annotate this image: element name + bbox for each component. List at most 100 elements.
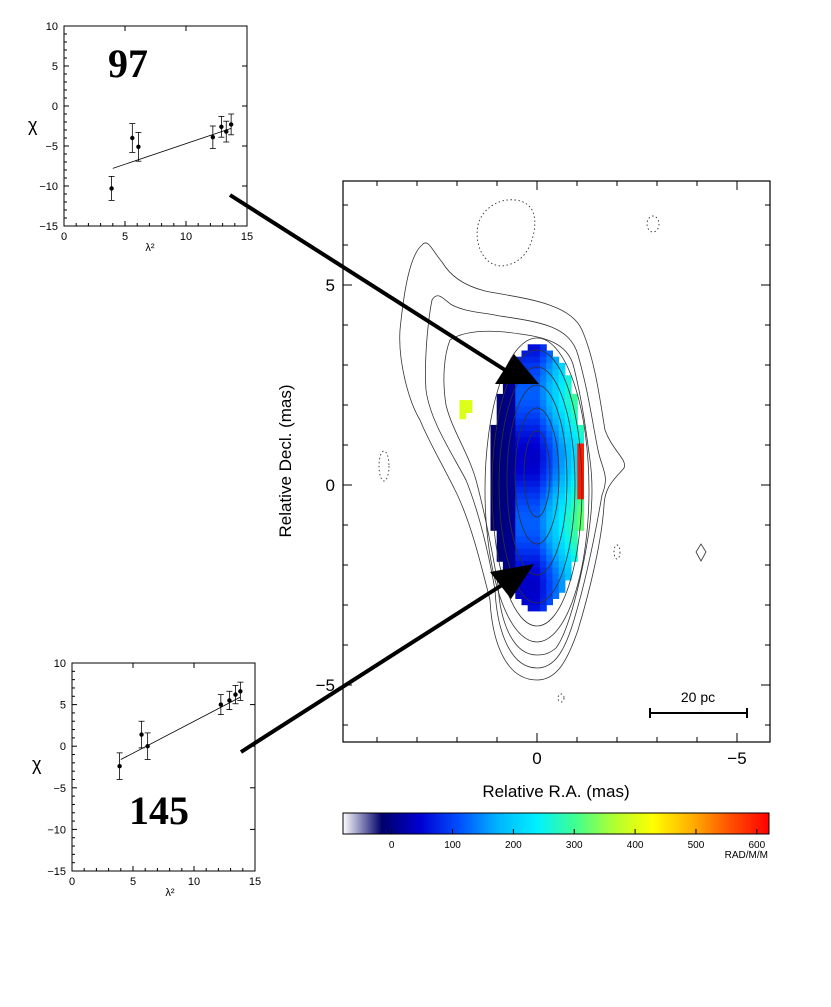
rm-pixel	[546, 362, 553, 370]
rm-pixel	[509, 524, 516, 531]
rm-pixel	[509, 474, 516, 482]
rm-pixel	[577, 462, 584, 469]
rm-pixel	[527, 455, 535, 463]
rm-pixel	[527, 431, 535, 438]
rm-pixel	[527, 468, 535, 475]
rm-pixel	[540, 517, 547, 525]
rm-pixel	[527, 499, 535, 506]
colorbar-tick-label: 0	[389, 840, 395, 851]
rm-pixel	[496, 418, 504, 426]
rm-pixel	[558, 468, 566, 475]
rm-pixel	[527, 393, 535, 401]
rm-pixel	[527, 592, 535, 599]
rm-pixel	[552, 381, 560, 389]
rm-pixel	[521, 356, 529, 364]
rm-pixel	[521, 412, 529, 420]
rm-pixel	[527, 418, 535, 426]
rm-pixel	[533, 524, 541, 531]
rm-pixel	[521, 499, 529, 506]
inset-145-data	[116, 681, 244, 780]
rm-pixel	[502, 493, 510, 500]
colorbar: 0 100 200 300 400 500 600 RAD/M/M	[342, 812, 770, 861]
rm-pixel	[521, 536, 529, 544]
inset-97-ytick-label: −10	[39, 181, 58, 193]
inset-97-ytick-label: 5	[52, 61, 58, 73]
rm-pixel	[533, 555, 541, 562]
rm-pixel	[540, 524, 547, 531]
rm-pixel	[546, 592, 553, 599]
rm-pixel	[540, 530, 547, 537]
rm-pixel	[521, 505, 529, 513]
rm-pixel	[571, 486, 578, 494]
rm-pixel	[552, 511, 560, 519]
inset-145-panel-label: 145	[129, 788, 189, 833]
rm-pixel	[558, 474, 566, 482]
rm-pixel	[558, 555, 566, 562]
arrow-145-line	[239, 583, 504, 754]
rm-pixel	[496, 412, 504, 420]
rm-pixel	[552, 480, 560, 488]
rm-pixel	[552, 406, 560, 413]
inset-145-data-point	[139, 732, 144, 737]
rm-pixel	[509, 517, 516, 525]
rm-pixel	[552, 573, 560, 581]
rm-pixel	[533, 468, 541, 475]
colorbar-tick-label: 100	[444, 840, 461, 851]
rm-pixel	[558, 455, 566, 463]
rm-pixel	[571, 542, 578, 550]
rm-pixel	[496, 437, 504, 444]
rm-pixel	[527, 517, 535, 525]
rm-pixel	[509, 424, 516, 432]
contour-5	[491, 349, 583, 627]
rm-pixel	[546, 412, 553, 420]
rm-pixel	[564, 406, 572, 413]
rm-pixel	[558, 586, 566, 593]
inset-97-data	[108, 113, 235, 201]
rm-pixel	[552, 555, 560, 562]
rm-pixel	[502, 524, 510, 531]
rm-pixel	[564, 387, 572, 395]
rm-pixel	[490, 437, 498, 444]
rm-pixel	[496, 493, 504, 500]
rm-pixel	[546, 505, 553, 513]
rm-pixel	[515, 542, 522, 550]
rm-pixel	[527, 443, 535, 451]
contour-6	[498, 366, 576, 604]
rm-pixel	[571, 536, 578, 544]
rm-pixel	[540, 604, 547, 612]
negative-contour-left	[378, 450, 390, 482]
rm-pixel	[533, 499, 541, 506]
rm-pixel	[558, 387, 566, 395]
contour-8	[514, 407, 560, 545]
rm-pixel	[558, 375, 566, 382]
rm-pixel	[521, 524, 529, 531]
rm-pixel	[515, 480, 522, 488]
rm-pixel	[509, 542, 516, 550]
rm-pixel	[564, 424, 572, 432]
rm-pixel	[496, 517, 504, 525]
rm-pixel	[552, 486, 560, 494]
rm-pixel	[533, 455, 541, 463]
contour-9	[523, 430, 551, 518]
inset-97-data-point	[109, 186, 114, 191]
rm-pixel	[546, 375, 553, 382]
rm-pixel	[515, 592, 522, 599]
rm-pixel	[533, 344, 541, 351]
rm-pixel	[533, 462, 541, 469]
rm-pixel	[564, 375, 572, 382]
rm-pixel	[540, 455, 547, 463]
rm-pixel	[527, 524, 535, 531]
rm-pixel	[552, 493, 560, 500]
inset-145-xtick-label: 10	[188, 876, 200, 888]
rm-pixel	[546, 493, 553, 500]
rm-pixel	[490, 505, 498, 513]
rm-pixel	[515, 517, 522, 525]
rm-pixel	[533, 387, 541, 395]
negative-contour-top	[476, 199, 536, 267]
rm-pixel	[552, 561, 560, 568]
rm-pixel	[558, 462, 566, 469]
rm-pixel	[533, 548, 541, 556]
rm-pixel	[502, 511, 510, 519]
rm-pixel	[558, 505, 566, 513]
rm-pixel	[515, 431, 522, 438]
